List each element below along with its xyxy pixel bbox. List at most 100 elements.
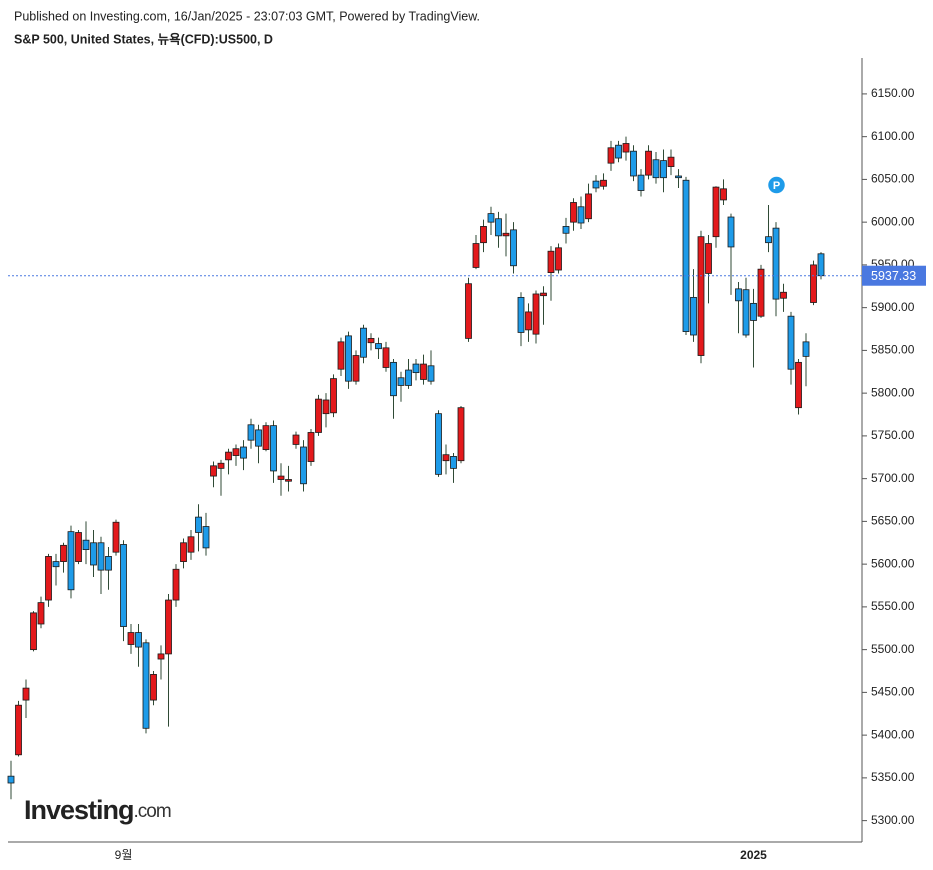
- last-price-box: [862, 265, 926, 286]
- candle-body: [457, 407, 465, 462]
- candle-body: [37, 602, 45, 625]
- candle-body: [540, 292, 547, 297]
- candle-body: [307, 432, 315, 462]
- candle-body: [577, 206, 585, 224]
- candle-body: [652, 159, 660, 179]
- candle-body: [487, 213, 495, 223]
- candle-body: [262, 425, 270, 450]
- candle-body: [82, 539, 90, 551]
- candle-body: [690, 296, 697, 336]
- candle-body: [345, 335, 352, 382]
- candle-body: [802, 341, 810, 357]
- y-tick-label: 6050.00: [871, 172, 915, 186]
- candle-body: [592, 180, 600, 189]
- candle-body: [757, 268, 765, 317]
- candle-body: [30, 612, 37, 651]
- candle-body: [517, 296, 525, 333]
- candle-body: [375, 343, 382, 350]
- candle-body: [330, 378, 337, 414]
- candle-body: [465, 283, 472, 339]
- candle-body: [105, 556, 112, 571]
- candle-body: [427, 365, 435, 382]
- y-tick-label: 6000.00: [871, 214, 915, 228]
- candle-body: [277, 475, 285, 480]
- candle-body: [810, 264, 817, 303]
- candle-body: [397, 377, 405, 386]
- candle-body: [772, 227, 780, 300]
- x-tick-label: 2025: [740, 848, 767, 862]
- candle-body: [667, 156, 675, 167]
- candle-body: [435, 413, 442, 475]
- candle-body: [240, 446, 247, 459]
- candle-body: [420, 363, 427, 380]
- y-tick-label: 5850.00: [871, 343, 915, 357]
- y-tick-label: 5350.00: [871, 770, 915, 784]
- candle-body: [622, 143, 630, 153]
- candle-body: [322, 399, 330, 415]
- candle-body: [442, 454, 450, 462]
- logo-name: Investing.com: [24, 795, 171, 825]
- y-tick-label: 5450.00: [871, 685, 915, 699]
- candle-body: [247, 424, 255, 441]
- candle-body: [727, 216, 735, 248]
- candle-body: [600, 179, 607, 187]
- candle-body: [405, 369, 412, 386]
- candle-body: [352, 355, 360, 382]
- candle-body: [360, 327, 367, 358]
- candle-body: [180, 542, 187, 562]
- candle-body: [120, 544, 127, 627]
- candle-body: [615, 144, 622, 159]
- candle-body: [292, 434, 300, 445]
- candle-body: [367, 338, 375, 344]
- y-tick-label: 5700.00: [871, 471, 915, 485]
- y-tick-label: 5300.00: [871, 813, 915, 827]
- marker-label: P: [773, 180, 780, 192]
- candle-body: [547, 250, 555, 273]
- candle-body: [750, 302, 757, 321]
- published-note: Published on Investing.com, 16/Jan/2025 …: [14, 9, 480, 23]
- candle-body: [22, 687, 30, 701]
- candle-body: [607, 147, 615, 164]
- candle-body: [562, 226, 570, 234]
- candle-body: [7, 775, 15, 784]
- y-tick-label: 5400.00: [871, 727, 915, 741]
- candle-body: [787, 315, 795, 370]
- candle-body: [555, 247, 562, 271]
- candle-body: [735, 288, 742, 302]
- candle-body: [202, 526, 210, 549]
- candle-body: [412, 363, 420, 374]
- candle-body: [682, 179, 690, 332]
- candle-body: [150, 674, 157, 701]
- candle-body: [210, 465, 217, 477]
- candle-body: [315, 398, 322, 433]
- candle-body: [172, 568, 180, 601]
- candle-body: [450, 456, 457, 469]
- candle-body: [52, 561, 60, 568]
- candle-body: [570, 202, 577, 223]
- candle-body: [630, 150, 637, 177]
- candle-body: [705, 243, 712, 274]
- candle-body: [742, 289, 750, 336]
- y-tick-label: 6150.00: [871, 86, 915, 100]
- candle-body: [15, 704, 22, 756]
- candle-body: [187, 536, 195, 553]
- candle-body: [142, 642, 150, 729]
- y-tick-label: 5600.00: [871, 556, 915, 570]
- candle-body: [532, 293, 540, 335]
- candle-body: [97, 542, 105, 571]
- logo-suffix: .com: [134, 801, 171, 822]
- candle-body: [127, 632, 135, 645]
- y-tick-label: 5900.00: [871, 300, 915, 314]
- candle-body: [195, 516, 202, 533]
- candle-body: [712, 186, 720, 238]
- candle-body: [217, 462, 225, 469]
- candle-body: [165, 599, 172, 655]
- candle-body: [285, 479, 292, 482]
- candle-body: [780, 291, 787, 299]
- last-price-label: 5937.33: [871, 269, 916, 283]
- y-tick-label: 5750.00: [871, 428, 915, 442]
- candle-body: [697, 236, 705, 356]
- candle-body: [765, 236, 772, 244]
- y-tick-label: 5500.00: [871, 642, 915, 656]
